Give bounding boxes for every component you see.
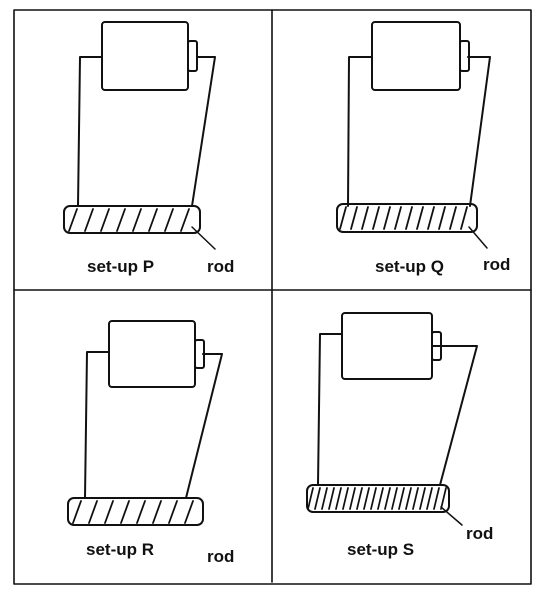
- motor-r: [108, 320, 196, 388]
- rod-label-q: rod: [483, 255, 511, 274]
- rod-s: [306, 484, 450, 513]
- rod-winding-s: [307, 487, 447, 510]
- setup-p-apparatus: [63, 21, 216, 250]
- setup-q-apparatus: [336, 21, 491, 249]
- rod-pointer-s: [440, 506, 463, 526]
- belt-q: [347, 56, 491, 207]
- rod-q: [336, 203, 478, 233]
- rod-p: [63, 205, 201, 234]
- rod-label-p: rod: [207, 257, 235, 276]
- rod-pointer-p: [191, 226, 216, 250]
- rod-winding-p: [68, 208, 190, 232]
- rod-label-r: rod: [207, 547, 235, 566]
- belt-s: [317, 333, 478, 486]
- motor-shaft-r: [194, 339, 205, 369]
- setup-s-apparatus: [306, 312, 478, 526]
- rod-r: [67, 497, 204, 526]
- motor-q: [371, 21, 461, 91]
- rod-pointer-q: [468, 226, 488, 249]
- setup-r-label: set-up R: [86, 540, 154, 559]
- setup-s-label: set-up S: [347, 540, 415, 559]
- motor-shaft-q: [459, 40, 470, 72]
- motor-s: [341, 312, 433, 380]
- motor-shaft-p: [187, 40, 198, 72]
- motor-p: [101, 21, 189, 91]
- rod-label-s: rod: [466, 524, 494, 543]
- setup-q-label: set-up Q: [375, 257, 444, 276]
- rod-winding-q: [339, 206, 468, 230]
- motor-shaft-s: [431, 331, 442, 361]
- setup-p-label: set-up P: [87, 257, 155, 276]
- setup-r-apparatus: [67, 320, 223, 526]
- belt-p: [77, 56, 216, 207]
- rod-winding-r: [72, 500, 194, 524]
- belt-r: [84, 351, 223, 499]
